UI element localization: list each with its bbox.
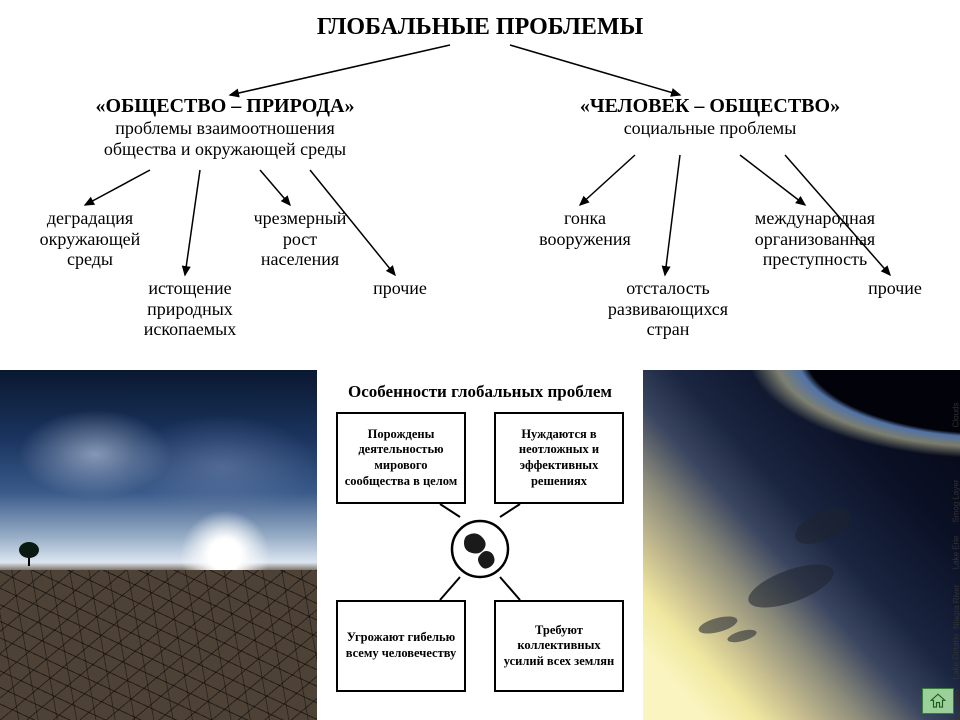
photo-drought <box>0 370 317 720</box>
label-clouds: Clouds <box>951 403 960 428</box>
label-erie: Lake Erie <box>951 536 960 570</box>
bottom-row: Особенности глобальных проблем Порождены… <box>0 370 960 720</box>
right-branch: «ЧЕЛОВЕК – ОБЩЕСТВО» социальные проблемы <box>520 95 900 139</box>
concept-tree: ГЛОБАЛЬНЫЕ ПРОБЛЕМЫ «ОБЩЕСТВО – ПРИРОДА»… <box>0 0 960 370</box>
space-labels: Clouds Smog Layer Lake Erie Niagra River… <box>643 370 960 720</box>
lone-tree <box>19 542 39 566</box>
leaf-r1: гонка вооружения <box>510 208 660 249</box>
root-node: ГЛОБАЛЬНЫЕ ПРОБЛЕМЫ <box>0 14 960 42</box>
left-title: «ОБЩЕСТВО – ПРИРОДА» <box>40 95 410 118</box>
home-icon <box>929 692 947 710</box>
right-title: «ЧЕЛОВЕК – ОБЩЕСТВО» <box>520 95 900 118</box>
leaf-l4: прочие <box>355 278 445 299</box>
leaf-r4: прочие <box>850 278 940 299</box>
features-title: Особенности глобальных проблем <box>348 382 612 402</box>
right-subtitle: социальные проблемы <box>520 118 900 139</box>
label-ontario: Lake Ontario <box>951 634 960 680</box>
leaf-l3: чрезмерный рост населения <box>230 208 370 270</box>
home-button[interactable] <box>922 688 954 714</box>
leaf-r2: отсталость развивающихся стран <box>588 278 748 340</box>
feature-box-4: Требуют коллективных усилий всех землян <box>494 600 624 692</box>
features-quad: Порождены деятельностью мирового сообщес… <box>330 412 630 692</box>
left-branch: «ОБЩЕСТВО – ПРИРОДА» проблемы взаимоотно… <box>40 95 410 159</box>
photo-space: Clouds Smog Layer Lake Erie Niagra River… <box>643 370 960 720</box>
leaf-l1: деградация окружающей среды <box>20 208 160 270</box>
cracked-earth <box>0 570 317 720</box>
label-smog: Smog Layer <box>951 480 960 523</box>
clouds <box>0 405 317 528</box>
left-subtitle: проблемы взаимоотношения общества и окру… <box>40 118 410 159</box>
leaf-l2: истощение природных ископаемых <box>120 278 260 340</box>
label-niagara: Niagra River <box>951 585 960 629</box>
globe-icon <box>448 517 512 581</box>
leaf-r3: международная организованная преступност… <box>730 208 900 270</box>
feature-box-1: Порождены деятельностью мирового сообщес… <box>336 412 466 504</box>
feature-box-3: Угрожают гибелью всему человечеству <box>336 600 466 692</box>
feature-box-2: Нуждаются в неотложных и эффективных реш… <box>494 412 624 504</box>
features-panel: Особенности глобальных проблем Порождены… <box>317 370 642 720</box>
